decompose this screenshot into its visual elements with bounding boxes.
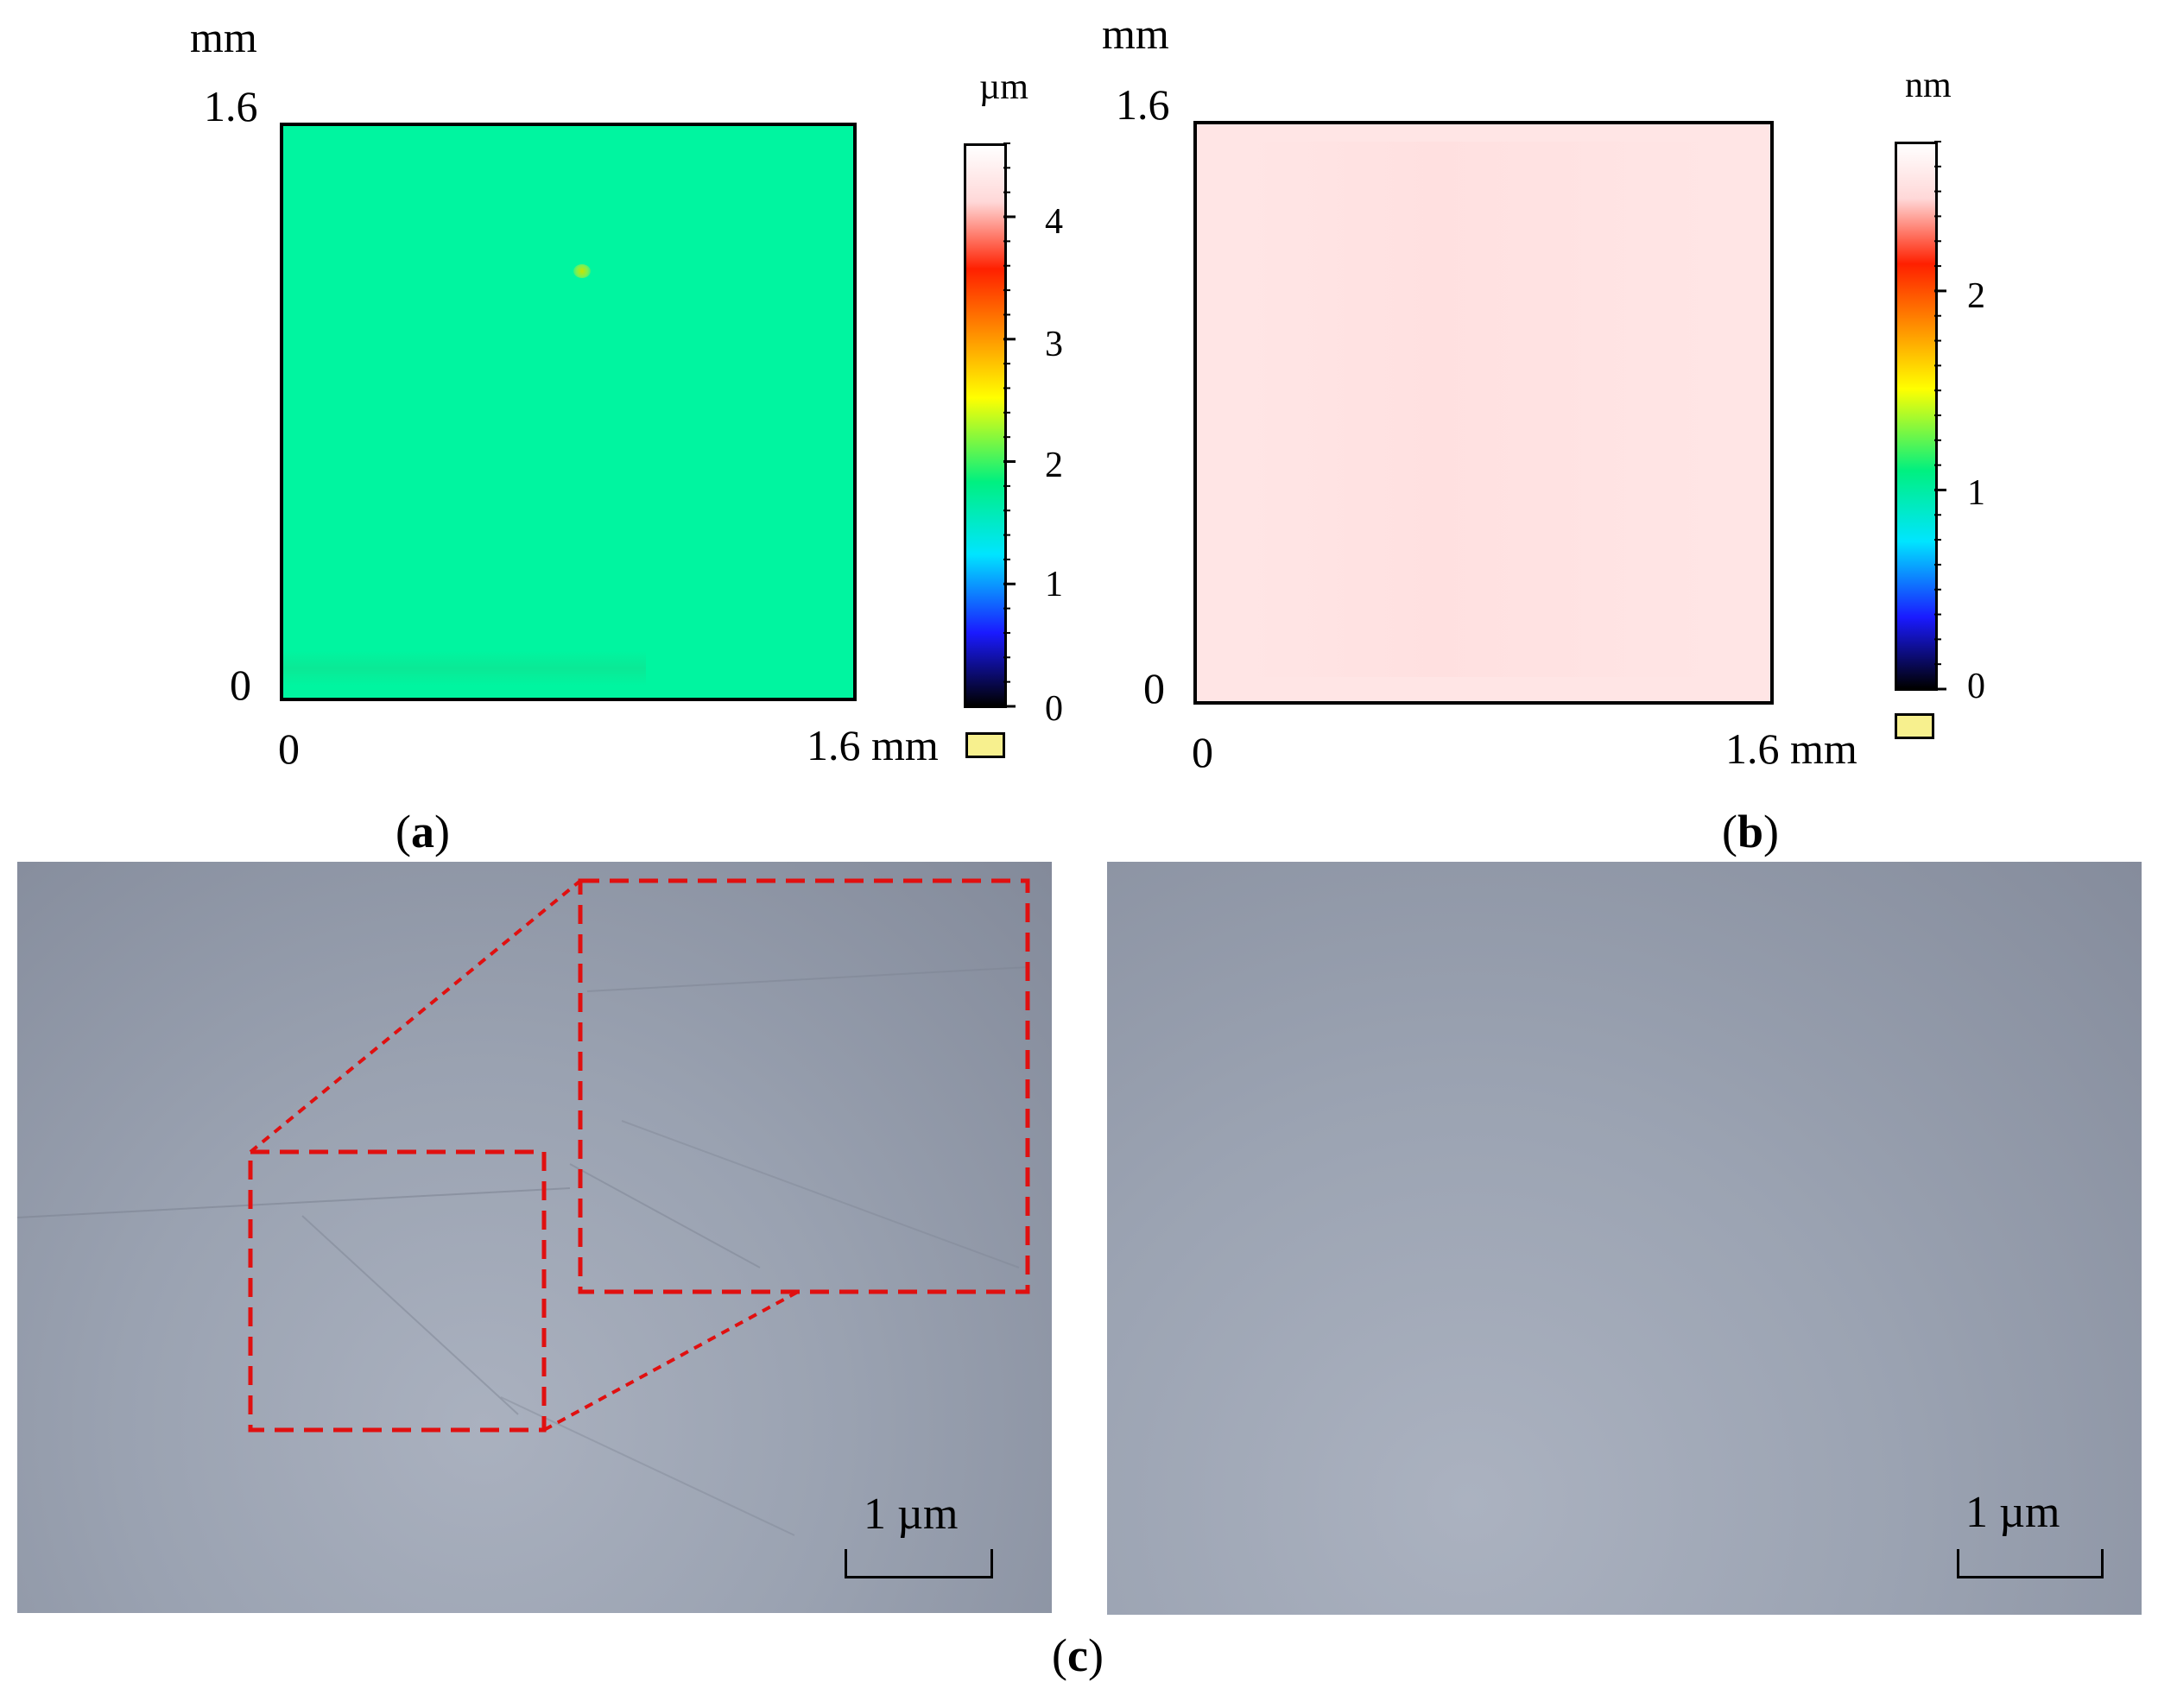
panel-c-right-scalebar: [1957, 1549, 2104, 1578]
panel-b-y-unit: mm: [1102, 9, 1169, 58]
panel-a-bottom-streak: [283, 651, 646, 686]
panel-b-x-min: 0: [1192, 728, 1213, 776]
panel-a-tick-3: 3: [1045, 325, 1063, 364]
panel-a-caption: (a): [396, 806, 450, 857]
panel-c-left-scalebar: [845, 1549, 993, 1578]
panel-c-left-micrograph: 1 µm: [17, 862, 1052, 1613]
panel-b-height-map: [1193, 121, 1774, 705]
panel-a-tick-2: 2: [1045, 446, 1063, 485]
panel-b-tick-0: 0: [1967, 667, 1985, 706]
panel-a-colorbar-ticks: [1003, 142, 1016, 708]
panel-b-colorbar: [1895, 142, 1938, 691]
panel-b-x-max: 1.6 mm: [1725, 724, 1857, 773]
panel-b-shade-patch: [1249, 142, 1715, 677]
panel-a-colorbar: [964, 143, 1007, 708]
panel-c-caption: (c): [1052, 1629, 1104, 1681]
panel-c-zoom-annotation: [248, 878, 1030, 1433]
panel-b-y-max: 1.6: [1116, 80, 1170, 129]
panel-b-tick-2: 2: [1967, 276, 1985, 316]
panel-a-defect-spot: [573, 264, 591, 278]
panel-b-tick-1: 1: [1967, 473, 1985, 513]
panel-c-left-scale-label: 1 µm: [864, 1490, 959, 1539]
panel-b-colorbar-ticks: [1934, 141, 1946, 691]
panel-a-x-min: 0: [278, 724, 300, 773]
panel-c-large-zoom-box: [578, 878, 1030, 1294]
panel-a-tick-0: 0: [1045, 689, 1063, 729]
panel-b-caption: (b): [1722, 806, 1780, 857]
panel-a-y-max: 1.6: [204, 82, 258, 130]
panel-b-y-min: 0: [1143, 664, 1165, 712]
panel-a-height-map: [280, 123, 857, 701]
panel-a-x-max: 1.6 mm: [807, 721, 939, 769]
panel-a-swatch: [965, 732, 1005, 758]
panel-c-small-zoom-box: [248, 1149, 547, 1433]
panel-a-tick-1: 1: [1045, 565, 1063, 604]
panel-a-colorbar-unit: µm: [979, 67, 1028, 107]
panel-b-swatch: [1895, 713, 1934, 739]
panel-c-zoom-connector-bottom: [543, 1290, 799, 1432]
panel-a-tick-4: 4: [1045, 202, 1063, 242]
panel-c-right-scale-label: 1 µm: [1965, 1488, 2060, 1537]
panel-c-left-scratches: [17, 966, 1028, 1536]
panel-c-right-micrograph: 1 µm: [1107, 862, 2142, 1615]
panel-a-y-min: 0: [230, 661, 251, 709]
panel-a-y-unit: mm: [190, 13, 257, 61]
panel-b-colorbar-unit: nm: [1905, 66, 1952, 105]
panel-c-zoom-connector-top: [249, 879, 582, 1154]
